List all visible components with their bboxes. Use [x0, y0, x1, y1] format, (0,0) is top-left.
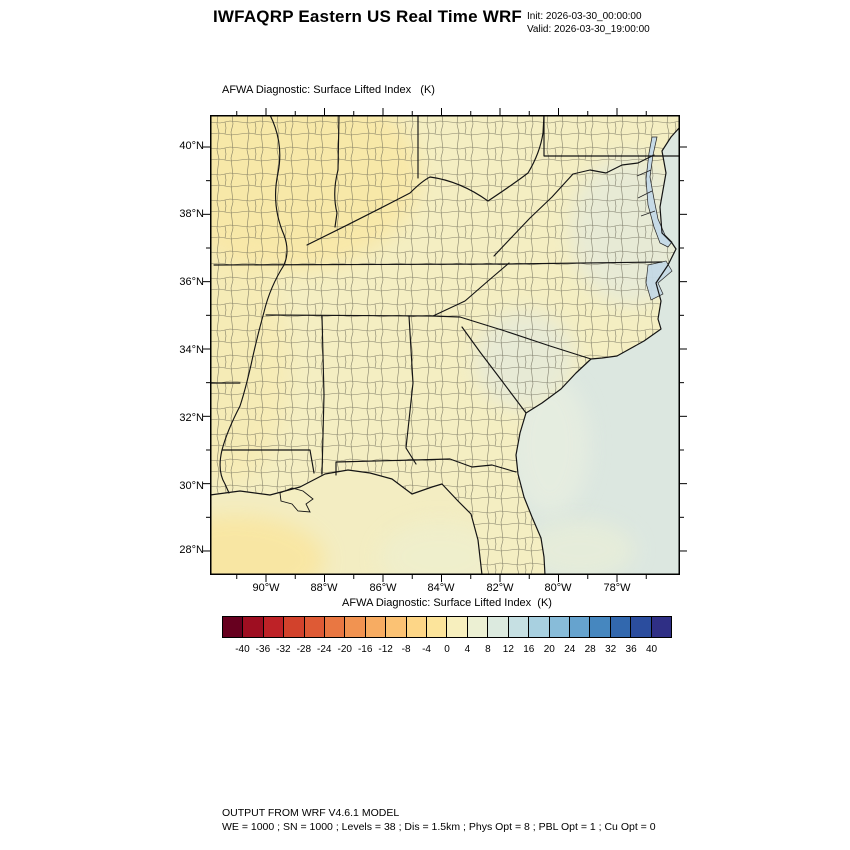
mississippi-river — [219, 115, 288, 494]
colorbar-segment — [386, 617, 407, 637]
lat-label: 34°N — [179, 344, 204, 356]
lon-label: 82°W — [486, 582, 514, 594]
lon-label: 80°W — [544, 582, 572, 594]
colorbar-tick-label: 24 — [564, 644, 576, 655]
border-ms-al — [321, 315, 325, 475]
lon-axis-labels: 90°W 88°W 86°W 84°W 82°W 80°W 78°W — [210, 582, 680, 596]
colorbar-segment — [508, 617, 530, 637]
colorbar-tick-label: -4 — [422, 644, 431, 655]
colorbar-segment — [529, 617, 550, 637]
colorbar-tick-label: 4 — [464, 644, 471, 655]
colorbar-tick-label: -16 — [357, 644, 373, 655]
border-tn-nc — [432, 262, 510, 317]
lon-label: 84°W — [427, 582, 455, 594]
ohio-river — [306, 115, 545, 246]
colorbar-tick-label: 16 — [523, 644, 535, 655]
map-canvas — [203, 108, 687, 582]
lon-label: 86°W — [369, 582, 397, 594]
lon-label: 90°W — [252, 582, 280, 594]
valid-time: Valid: 2026-03-30_19:00:00 — [527, 24, 650, 35]
border-nc-sc — [459, 316, 592, 360]
lat-axis-labels: 40°N 38°N 36°N 34°N 32°N 30°N 28°N — [160, 0, 204, 850]
colorbar-tick-label: 20 — [543, 644, 555, 655]
colorbar-segment — [447, 617, 468, 637]
colorbar-segment — [223, 617, 244, 637]
axis-ticks — [203, 108, 687, 582]
colorbar-tick-label: 32 — [605, 644, 617, 655]
lon-label: 88°W — [310, 582, 338, 594]
colorbar-title: AFWA Diagnostic: Surface Lifted Index (K… — [342, 597, 552, 609]
lat-label: 32°N — [179, 412, 204, 424]
border-ky-tn-va-nc — [213, 261, 663, 266]
colorbar-tick-label: -40 — [235, 644, 250, 655]
colorbar-segment — [467, 617, 489, 637]
colorbar-segment — [325, 617, 346, 637]
lat-label: 38°N — [179, 208, 204, 220]
chesapeake-bay — [645, 136, 673, 248]
colorbar-segment — [488, 617, 509, 637]
colorbar-segment — [365, 617, 387, 637]
border-va-wv — [493, 173, 574, 257]
bay-tributaries — [636, 169, 656, 217]
footer: OUTPUT FROM WRF V4.6.1 MODEL WE = 1000 ;… — [222, 806, 656, 834]
colorbar-tick-label: 28 — [584, 644, 596, 655]
colorbar-tick-label: 40 — [645, 644, 658, 655]
border-al-ga — [405, 315, 417, 465]
lat-label: 28°N — [179, 544, 204, 556]
map-content — [210, 115, 680, 575]
state-borders — [210, 115, 680, 494]
border-ga-sc — [461, 326, 527, 414]
colorbar-segment — [427, 617, 448, 637]
atlantic-green-patch — [525, 520, 635, 575]
colorbar — [222, 616, 672, 638]
colorbar-segment — [345, 617, 366, 637]
colorbar-segment — [590, 617, 611, 637]
border-il-in — [334, 115, 340, 228]
colorbar-segment — [263, 617, 285, 637]
lon-label: 78°W — [603, 582, 631, 594]
border-la-ms — [221, 449, 315, 474]
colorbar-tick-label: 12 — [502, 644, 514, 655]
colorbar-tick-label: -32 — [276, 644, 291, 655]
footer-config-line: WE = 1000 ; SN = 1000 ; Levels = 38 ; Di… — [222, 821, 656, 833]
colorbar-segment — [406, 617, 428, 637]
colorbar-tick-label: -24 — [317, 644, 332, 655]
lat-label: 36°N — [179, 276, 204, 288]
border-fl-north — [335, 458, 517, 476]
lat-label: 30°N — [179, 480, 204, 492]
colorbar-tick-label: 8 — [485, 644, 491, 655]
run-times: Init: 2026-03-30_00:00:00 Valid: 2026-03… — [527, 10, 650, 36]
colorbar-segment — [631, 617, 652, 637]
border-pa-md — [543, 115, 680, 157]
colorbar-segment — [651, 617, 671, 637]
page-title: IWFAQRP Eastern US Real Time WRF — [213, 7, 523, 26]
colorbar-tick-label: -28 — [296, 644, 312, 655]
colorbar-segment — [304, 617, 326, 637]
colorbar-tick-label: -20 — [337, 644, 352, 655]
map-subtitle: AFWA Diagnostic: Surface Lifted Index (K… — [222, 84, 435, 96]
coastline — [210, 126, 680, 575]
colorbar-segment — [610, 617, 632, 637]
init-time: Init: 2026-03-30_00:00:00 — [527, 11, 642, 22]
colorbar-tick-labels: -40 -36 -32 -28 -24 -20 -16 -12 -8 -4 0 4 8 12 16 20 24 2… — [222, 644, 672, 657]
mississippi-delta — [279, 487, 314, 513]
lat-label: 40°N — [179, 140, 204, 152]
colorbar-segment — [243, 617, 264, 637]
footer-model-line: OUTPUT FROM WRF V4.6.1 MODEL — [222, 807, 400, 819]
map-frame — [210, 115, 680, 575]
colorbar-tick-label: 36 — [625, 644, 637, 655]
colorbar-segment — [549, 617, 570, 637]
colorbar-tick-label: 0 — [444, 644, 450, 655]
pamlico-sound — [645, 260, 673, 301]
colorbar-tick-label: -12 — [378, 644, 393, 655]
colorbar-tick-label: -8 — [401, 644, 411, 655]
colorbar-segment — [569, 617, 591, 637]
gulf-warm-patch — [210, 515, 325, 575]
potomac-river — [572, 154, 655, 175]
colorbar-tick-label: -36 — [255, 644, 271, 655]
colorbar-segment — [284, 617, 305, 637]
